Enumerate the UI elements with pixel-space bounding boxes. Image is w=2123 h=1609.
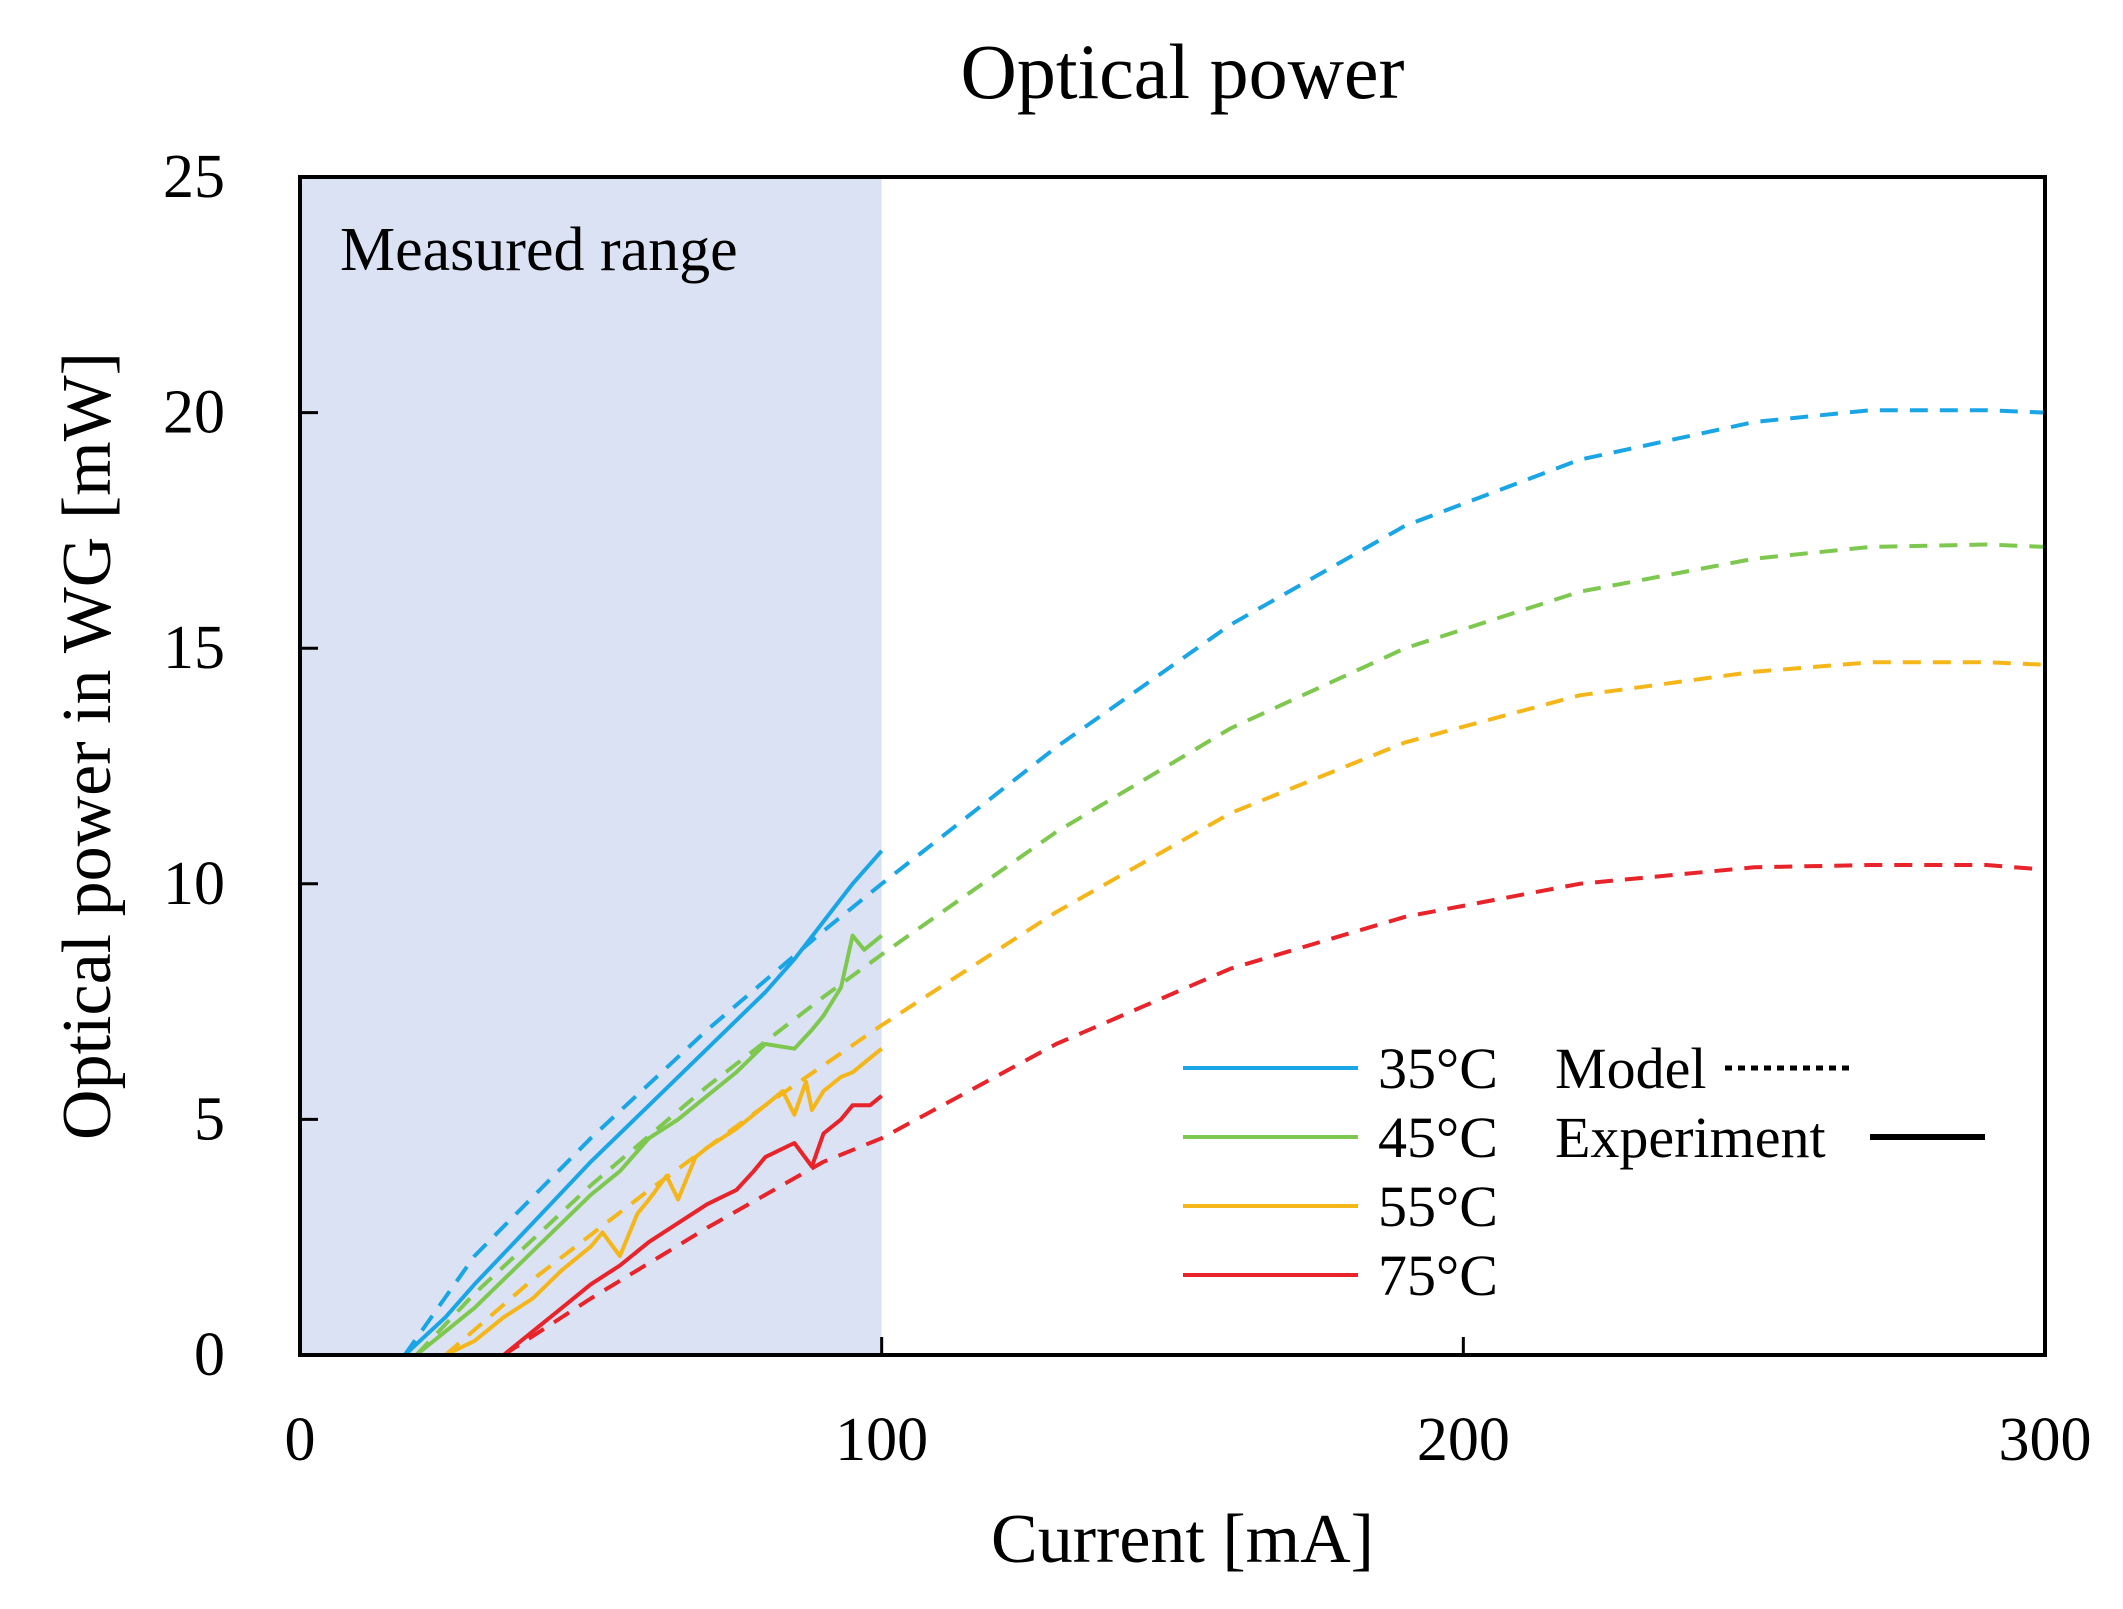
x-axis-label: Current [mA] xyxy=(991,1501,1374,1578)
chart-title: Optical power xyxy=(960,28,1404,115)
axis-ticks-group: 0 100 200 300 0 5 10 15 20 25 xyxy=(163,143,2092,1474)
legend-label-75c: 75°C xyxy=(1378,1243,1498,1308)
model-line-45c xyxy=(414,542,2046,1357)
legend-label-55c: 55°C xyxy=(1378,1174,1498,1239)
y-tick-label: 25 xyxy=(163,143,225,211)
series-lines-group xyxy=(300,408,2046,1357)
x-tick-label: 100 xyxy=(835,1406,928,1474)
plot-frame xyxy=(298,175,2047,1357)
measured-range-region-group xyxy=(300,177,882,1355)
measured-range-shade xyxy=(300,177,882,1355)
y-tick-label: 10 xyxy=(163,850,225,918)
experiment-line-55c xyxy=(300,1047,883,1357)
y-tick-label: 20 xyxy=(163,379,225,447)
legend-experiment-label: Experiment xyxy=(1555,1105,1826,1170)
model-line-75c xyxy=(502,863,2046,1357)
model-line-35c xyxy=(403,408,2046,1357)
x-tick-label: 300 xyxy=(1999,1406,2092,1474)
experiment-line-35c xyxy=(300,849,884,1357)
y-axis-label: Optical power in WG [mW] xyxy=(49,352,126,1140)
x-tick-label: 0 xyxy=(285,1406,316,1474)
y-tick-label: 15 xyxy=(163,614,225,682)
y-tick-label: 5 xyxy=(194,1085,225,1153)
legend-model-label: Model xyxy=(1555,1036,1706,1101)
experiment-line-45c xyxy=(300,933,883,1357)
legend-label-45c: 45°C xyxy=(1378,1105,1498,1170)
x-tick-label: 200 xyxy=(1417,1406,1510,1474)
experiment-line-75c xyxy=(300,1094,883,1357)
measured-range-label: Measured range xyxy=(340,216,738,284)
legend-label-35c: 35°C xyxy=(1378,1036,1498,1101)
y-tick-label: 0 xyxy=(194,1321,225,1389)
